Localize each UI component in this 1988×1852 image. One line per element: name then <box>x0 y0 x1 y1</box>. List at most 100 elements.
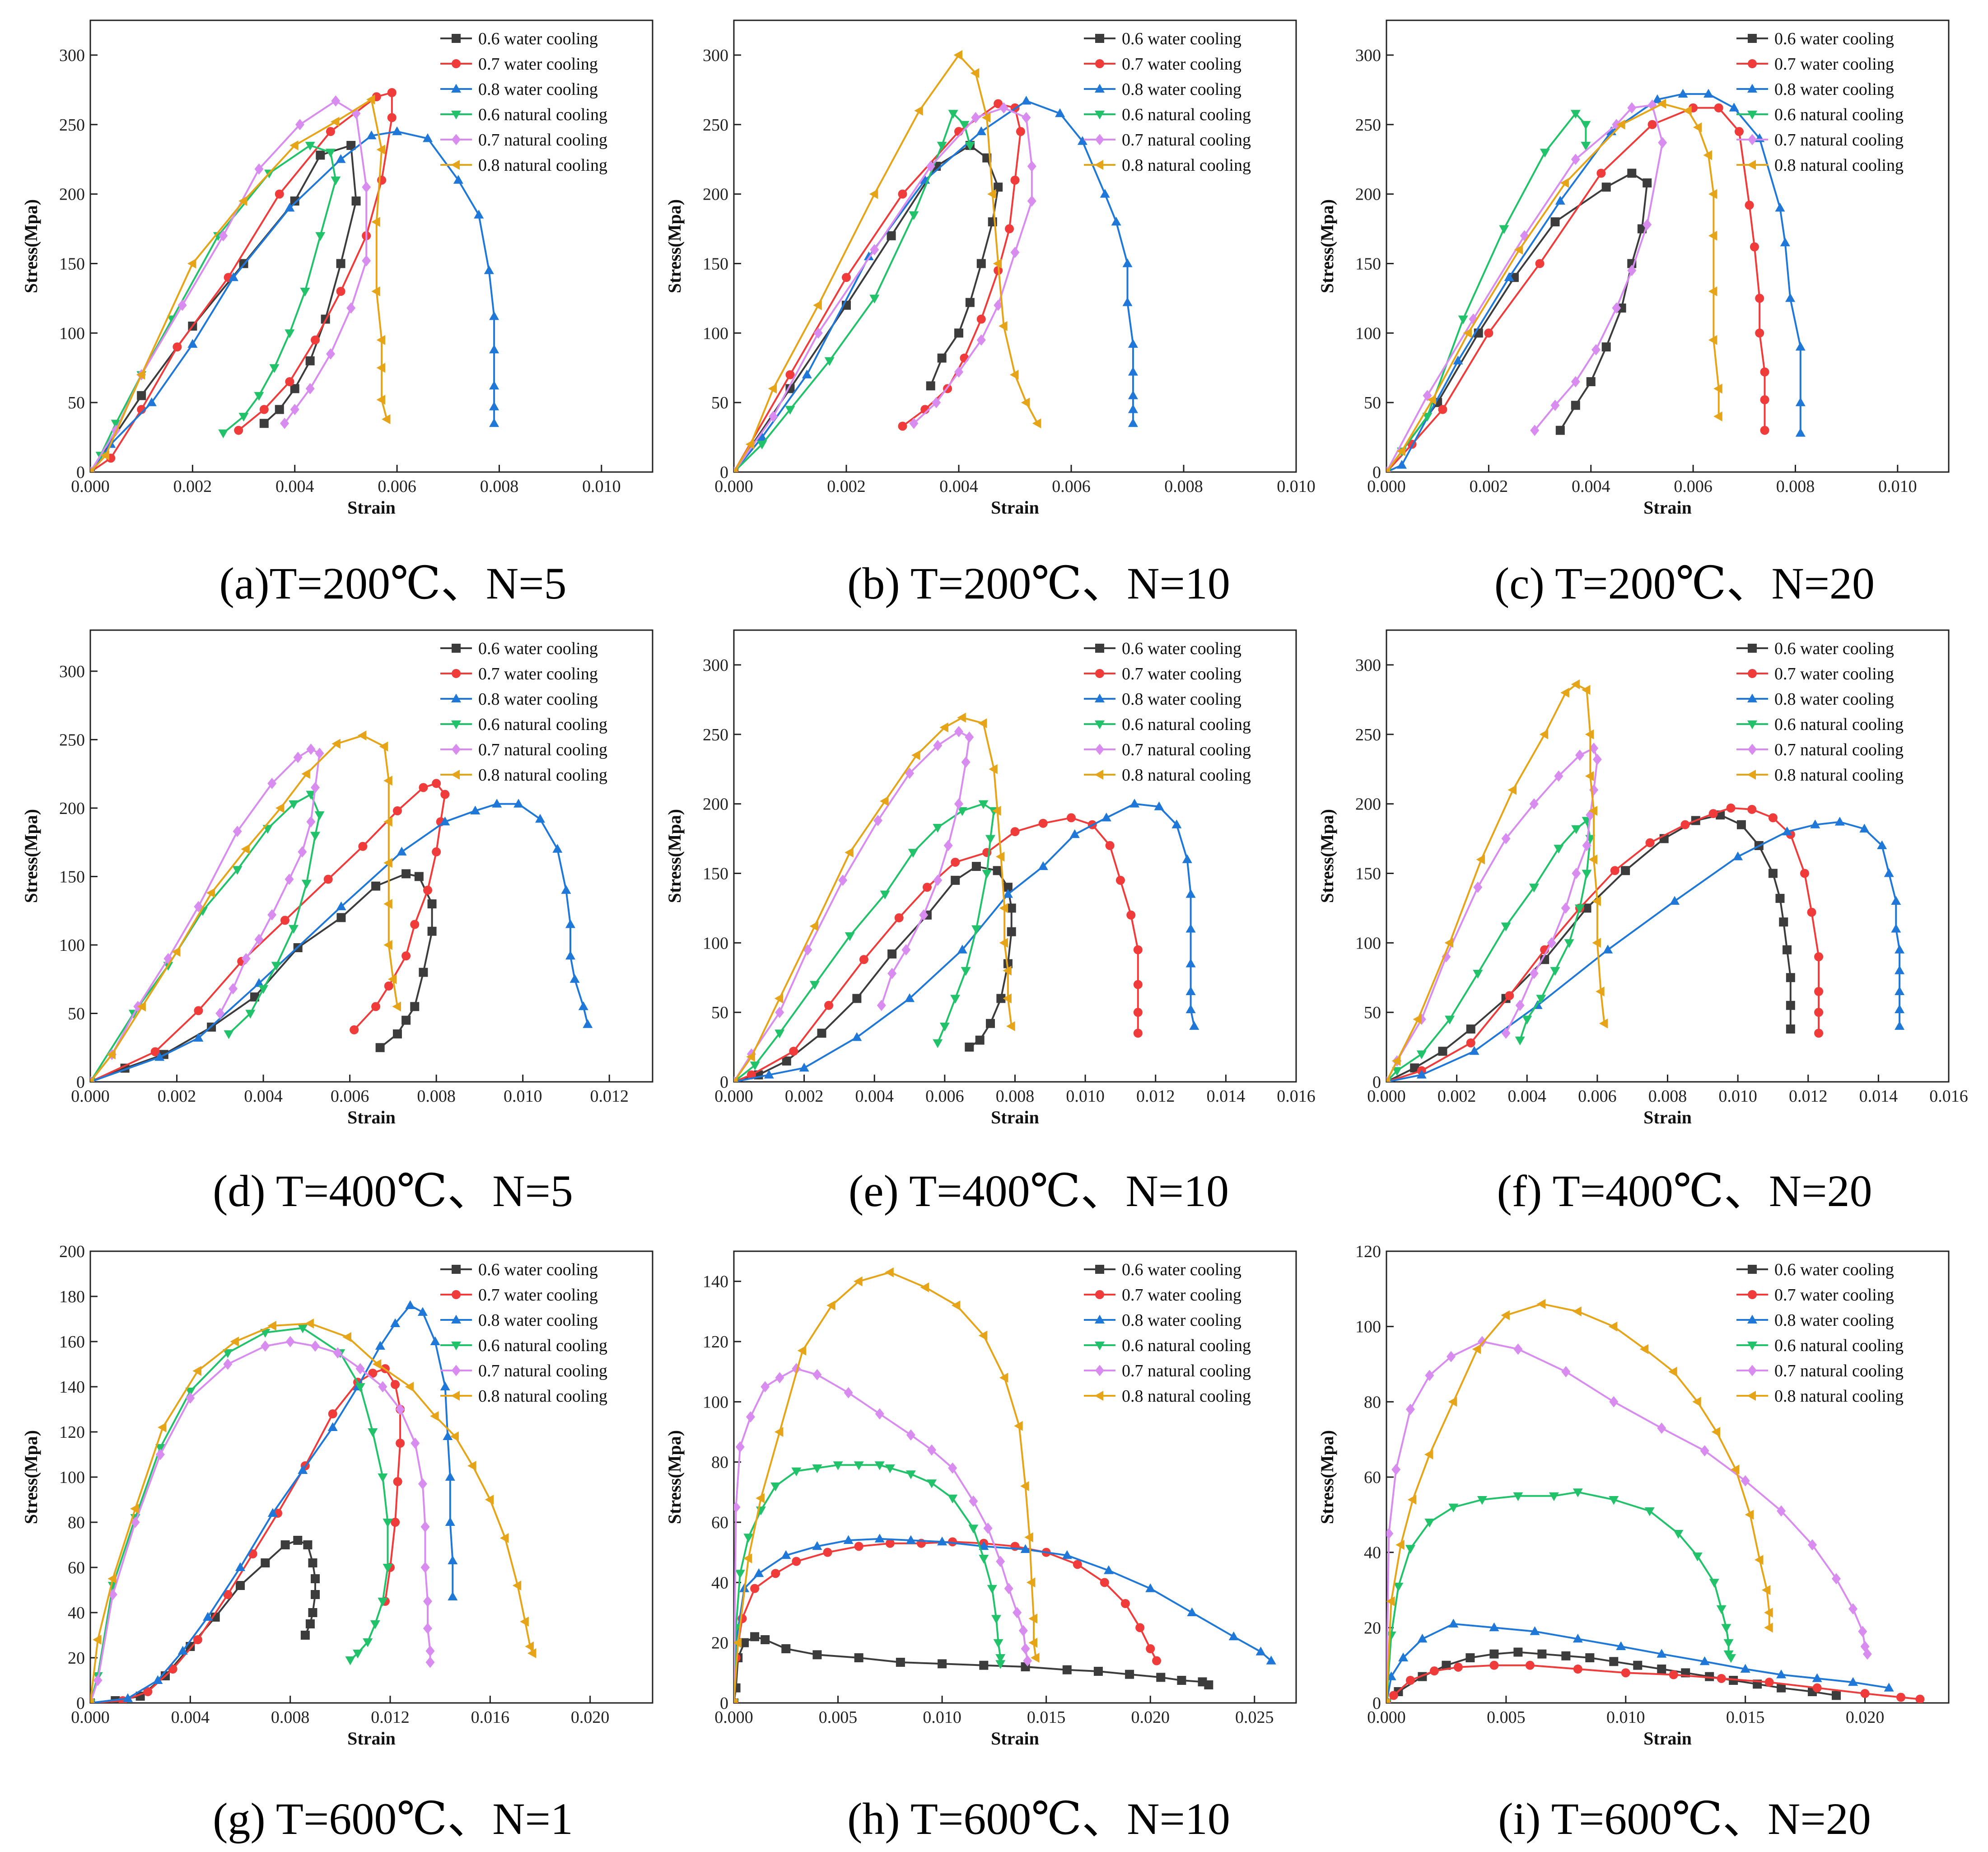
data-point <box>734 1077 737 1082</box>
data-point <box>1573 1488 1583 1497</box>
series-2 <box>1386 103 1769 472</box>
data-point <box>1627 168 1637 178</box>
data-point <box>1514 244 1523 255</box>
data-point <box>1585 729 1594 739</box>
x-tick-label: 0.008 <box>271 1708 310 1727</box>
data-point <box>241 953 251 964</box>
data-point <box>467 1461 476 1471</box>
data-point <box>336 287 345 296</box>
data-point <box>405 1382 414 1392</box>
panel-caption: (i) T=600℃、N=20 <box>1498 1794 1871 1844</box>
data-point <box>842 273 851 282</box>
data-point <box>1729 1676 1738 1685</box>
x-tick-label: 0.006 <box>925 1087 964 1106</box>
legend-label: 0.7 natural cooling <box>478 131 607 150</box>
data-point <box>583 1019 593 1028</box>
y-tick-label: 100 <box>59 1468 85 1487</box>
data-point <box>852 1032 862 1041</box>
data-point <box>137 1001 146 1012</box>
data-point <box>1814 987 1824 996</box>
data-point <box>994 99 1003 108</box>
data-point <box>909 211 919 220</box>
series-1 <box>90 869 437 1082</box>
data-point <box>976 126 986 136</box>
data-point <box>979 1555 989 1564</box>
legend-label: 0.7 water cooling <box>1774 1286 1894 1305</box>
data-point <box>1505 991 1514 1001</box>
data-point <box>1003 889 1013 898</box>
data-point <box>781 1644 791 1653</box>
legend-label: 0.8 natural cooling <box>1122 1387 1251 1406</box>
data-point <box>775 1372 784 1384</box>
legend-entry: 0.7 natural cooling <box>440 131 607 150</box>
series-line <box>1386 814 1792 1082</box>
data-point <box>734 1624 741 1633</box>
data-point <box>453 175 463 184</box>
data-point <box>290 384 299 393</box>
data-point <box>1645 838 1655 847</box>
data-point <box>569 974 580 983</box>
data-point <box>1747 804 1757 814</box>
data-point <box>306 816 316 828</box>
data-point <box>961 756 971 768</box>
legend-marker <box>1748 134 1757 145</box>
data-point <box>1555 196 1565 205</box>
data-point <box>1713 383 1722 394</box>
data-point <box>1529 968 1539 979</box>
data-point <box>1729 103 1739 112</box>
legend-entry: 0.6 water cooling <box>1084 29 1241 48</box>
data-point <box>328 1409 337 1418</box>
data-point <box>951 875 960 885</box>
legend-marker <box>1748 744 1757 755</box>
data-point <box>405 1300 415 1309</box>
y-tick-label: 100 <box>703 324 728 343</box>
legend-entry: 0.8 natural cooling <box>440 156 607 175</box>
legend-marker <box>1095 59 1104 68</box>
data-point <box>254 978 264 987</box>
data-point <box>393 1477 402 1486</box>
y-tick-label: 0 <box>76 463 85 482</box>
legend-marker <box>451 770 460 780</box>
data-point <box>368 1428 378 1437</box>
data-point <box>1592 896 1601 906</box>
data-point <box>219 230 228 242</box>
data-point <box>223 1358 233 1370</box>
y-tick-label: 0 <box>76 1073 85 1092</box>
legend-marker <box>1094 160 1103 170</box>
data-point <box>1550 399 1560 411</box>
legend-entry: 0.7 water cooling <box>440 664 598 683</box>
data-point <box>1445 1015 1455 1024</box>
y-tick-label: 250 <box>1355 116 1381 135</box>
data-point <box>236 1581 245 1590</box>
data-point <box>987 1585 997 1594</box>
data-point <box>976 259 986 268</box>
data-point <box>137 391 146 400</box>
data-point <box>1177 1676 1186 1685</box>
data-point <box>1734 127 1744 136</box>
data-point <box>401 951 411 961</box>
data-point <box>1657 1422 1666 1434</box>
data-point <box>1489 1660 1499 1670</box>
data-point <box>1499 225 1509 234</box>
data-point <box>384 981 393 991</box>
y-tick-label: 20 <box>68 1649 85 1668</box>
x-tick-label: 0.005 <box>819 1708 858 1727</box>
legend-marker <box>1095 1365 1104 1376</box>
legend-label: 0.6 water cooling <box>1774 639 1894 658</box>
data-point <box>1185 986 1196 995</box>
y-tick-label: 200 <box>703 185 728 204</box>
data-point <box>854 1276 863 1286</box>
data-point <box>1458 315 1468 324</box>
x-tick-label: 0.010 <box>504 1087 542 1106</box>
legend-label: 0.7 natural cooling <box>1774 131 1904 150</box>
series-line <box>90 1327 389 1703</box>
data-point <box>1529 884 1539 893</box>
series-4 <box>90 1324 393 1703</box>
data-point <box>107 1049 116 1060</box>
data-point <box>366 130 377 140</box>
x-tick-label: 0.015 <box>1027 1708 1066 1727</box>
data-point <box>1128 418 1138 427</box>
data-point <box>908 849 918 858</box>
data-point <box>1652 94 1662 103</box>
data-point <box>1549 1492 1559 1501</box>
